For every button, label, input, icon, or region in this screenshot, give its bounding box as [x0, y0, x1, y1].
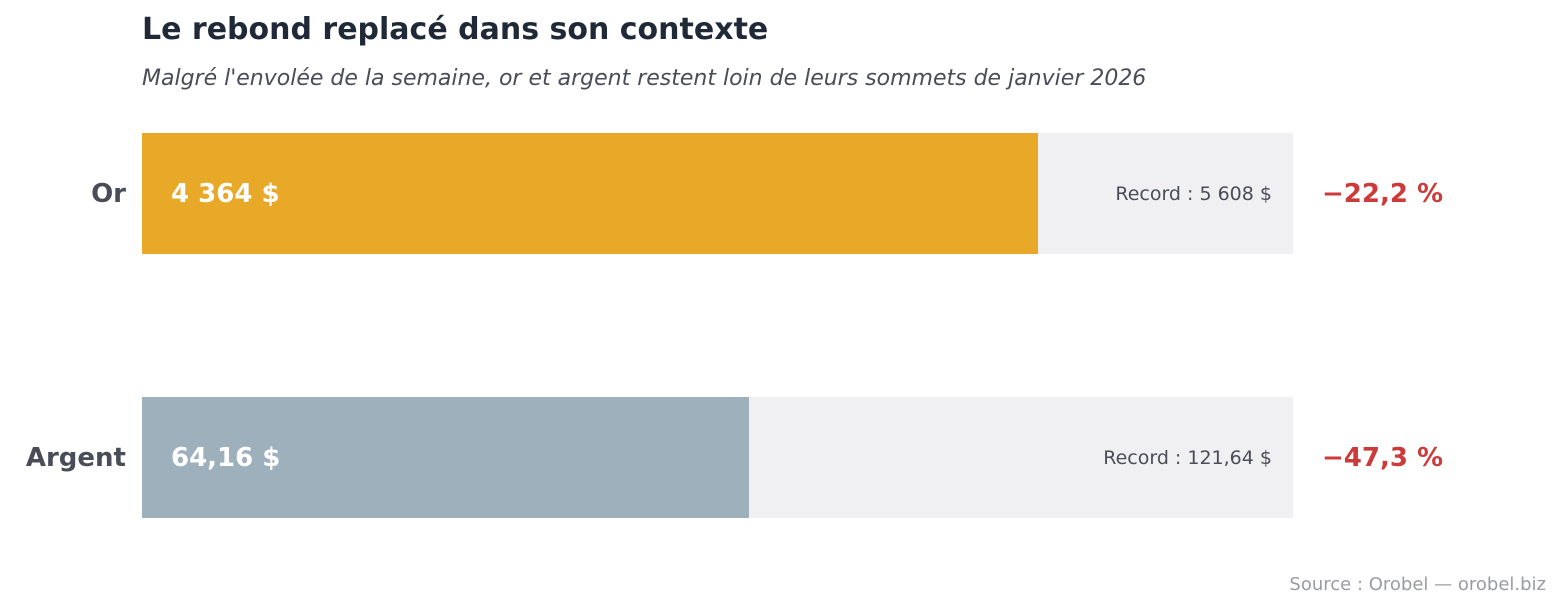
bar: [142, 133, 1038, 254]
record-label: Record : 121,64 $: [1103, 446, 1272, 469]
change-label: −22,2 %: [1322, 178, 1444, 209]
chart-title: Le rebond replacé dans son contexte: [142, 12, 769, 47]
chart-subtitle: Malgré l'envolée de la semaine, or et ar…: [142, 66, 1147, 91]
category-label: Or: [91, 178, 126, 209]
record-track: 64,16 $ Record : 121,64 $: [142, 397, 1293, 518]
bar: [142, 397, 750, 518]
source-note: Source : Orobel — orobel.biz: [1289, 574, 1546, 595]
change-label: −47,3 %: [1322, 442, 1444, 473]
value-label: 4 364 $: [171, 178, 280, 209]
value-label: 64,16 $: [171, 442, 281, 473]
record-track: 4 364 $ Record : 5 608 $: [142, 133, 1293, 254]
category-label: Argent: [25, 442, 126, 473]
record-label: Record : 5 608 $: [1115, 182, 1272, 205]
